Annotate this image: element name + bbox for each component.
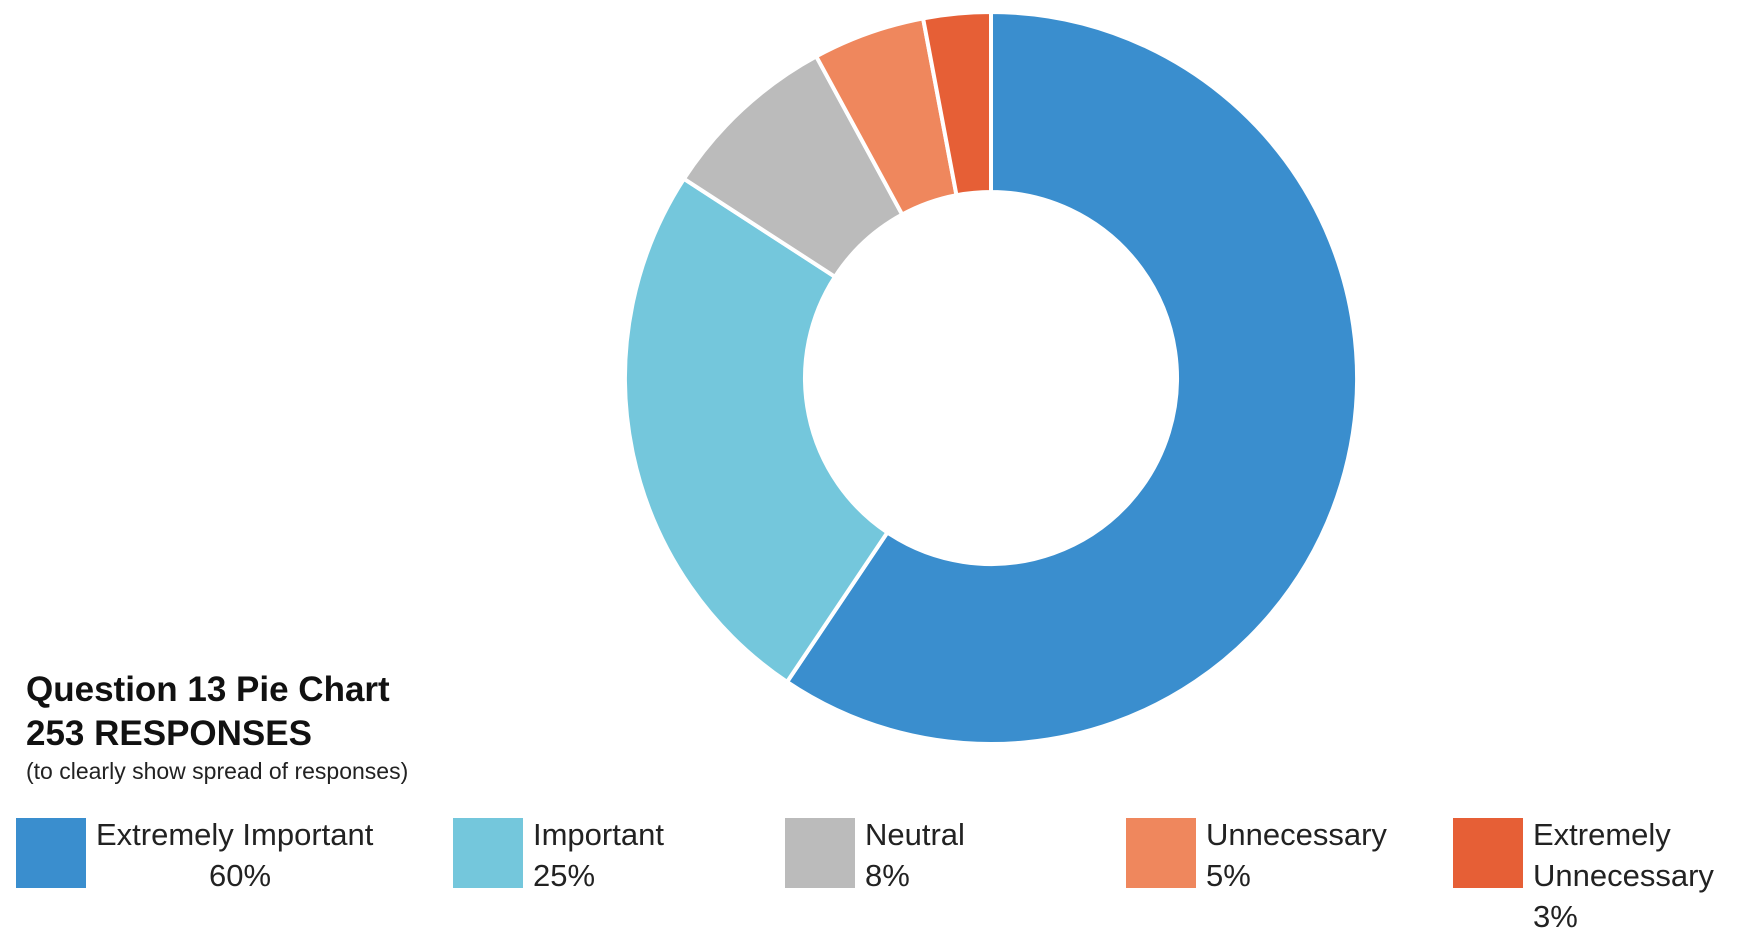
legend-label: Important — [533, 817, 664, 852]
legend-percentage: 3% — [1533, 899, 1578, 934]
legend-percentage: 8% — [865, 858, 910, 893]
chart-title: Question 13 Pie Chart — [26, 670, 390, 709]
chart-title-block: Question 13 Pie Chart 253 RESPONSES (to … — [26, 668, 408, 786]
pie-slice-important — [623, 176, 891, 685]
legend-label: Extremely Unnecessary — [1533, 817, 1714, 893]
legend-swatch — [453, 818, 523, 888]
legend-label: Extremely Important — [96, 817, 374, 852]
chart-subtitle: 253 RESPONSES — [26, 714, 312, 753]
legend-swatch — [16, 818, 86, 888]
pie-slice-extremely-important — [784, 9, 1359, 746]
legend-swatch — [1453, 818, 1523, 888]
legend-percentage: 60% — [209, 858, 272, 893]
legend-percentage: 25% — [533, 858, 596, 893]
legend-swatch — [1126, 818, 1196, 888]
legend-label: Neutral — [865, 817, 965, 852]
chart-note: (to clearly show spread of responses) — [26, 758, 409, 784]
pie-slice-extremely-unnecessary — [920, 9, 993, 198]
legend-label: Unnecessary — [1206, 817, 1387, 852]
legend-percentage: 5% — [1206, 858, 1251, 893]
legend-swatch — [785, 818, 855, 888]
